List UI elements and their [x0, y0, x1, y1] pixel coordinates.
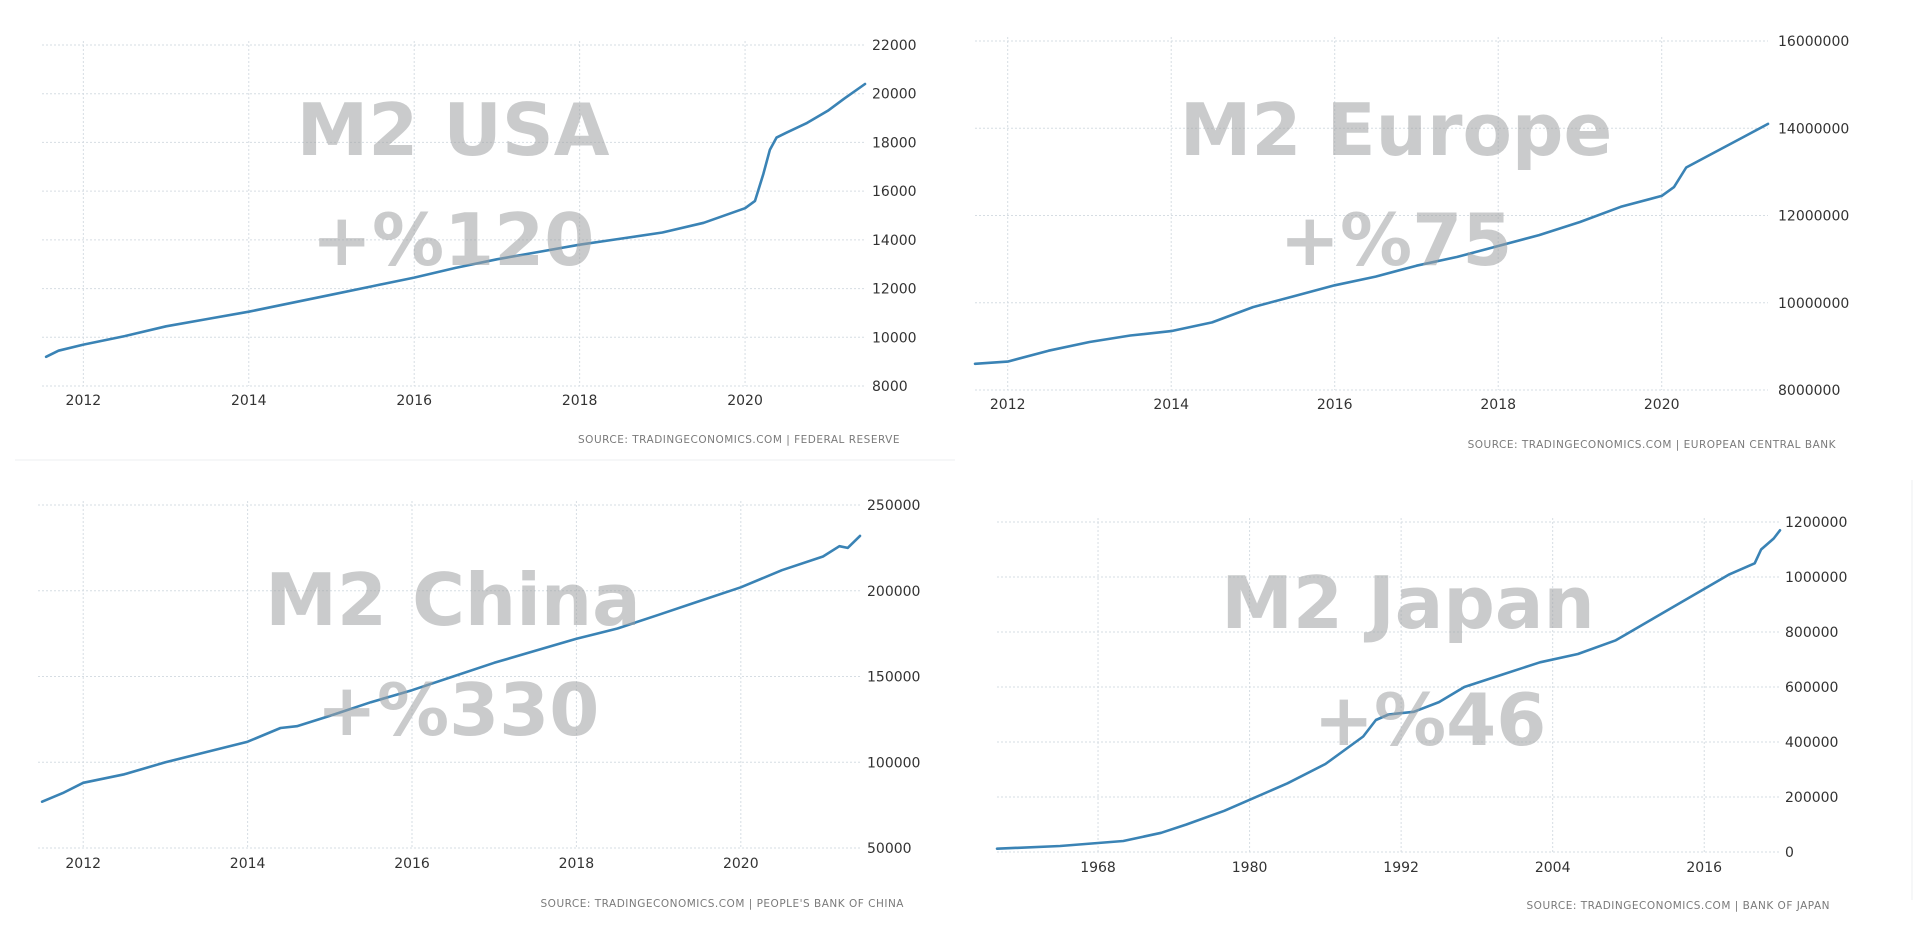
source-attribution: SOURCE: TRADINGECONOMICS.COM | BANK OF J…	[1527, 900, 1830, 912]
y-tick-label: 0	[1785, 845, 1794, 861]
chart-title-watermark: M2 China	[265, 558, 640, 642]
chart-title-watermark: M2 USA	[297, 88, 610, 172]
chart-title-watermark: M2 Europe	[1180, 88, 1613, 172]
x-tick-label: 2016	[394, 856, 430, 872]
x-tick-label: 1980	[1232, 860, 1268, 876]
source-attribution: SOURCE: TRADINGECONOMICS.COM | PEOPLE'S …	[541, 898, 905, 910]
chart-m2-usa: 8000 10000 12000 14000 16000 18000 20000 22000 2…	[42, 38, 917, 446]
y-tick-label: 16000	[872, 184, 917, 200]
series-line-m2-europe	[973, 122, 1770, 366]
series-line-m2-usa	[44, 82, 867, 359]
x-tick-label: 2012	[66, 393, 102, 409]
y-tick-label: 200000	[867, 584, 920, 600]
y-tick-label: 200000	[1785, 790, 1838, 806]
y-tick-label: 14000000	[1778, 121, 1849, 137]
x-tick-label: 2020	[727, 393, 763, 409]
x-tick-label: 2018	[562, 393, 598, 409]
series-line-m2-china	[40, 534, 862, 803]
x-tick-label: 2018	[1480, 397, 1516, 413]
x-tick-label: 2018	[559, 856, 595, 872]
x-tick-label: 2014	[231, 393, 267, 409]
source-attribution: SOURCE: TRADINGECONOMICS.COM | FEDERAL R…	[578, 434, 900, 446]
y-tick-label: 8000	[872, 379, 908, 395]
series-line-m2-japan	[995, 529, 1782, 850]
y-tick-label: 16000000	[1778, 34, 1849, 50]
growth-percentage-watermark: +%75	[1280, 198, 1513, 282]
chart-m2-china: 50000 100000 150000 200000 250000 2012 2014 201…	[38, 498, 920, 910]
source-attribution: SOURCE: TRADINGECONOMICS.COM | EUROPEAN …	[1468, 439, 1837, 451]
y-tick-label: 18000	[872, 135, 917, 151]
y-tick-label: 8000000	[1778, 383, 1840, 399]
x-tick-label: 1992	[1383, 860, 1419, 876]
x-tick-label: 2014	[230, 856, 266, 872]
growth-percentage-watermark: +%46	[1314, 678, 1547, 762]
y-tick-label: 12000000	[1778, 209, 1849, 225]
x-tick-label: 2016	[1317, 397, 1353, 413]
y-tick-label: 10000000	[1778, 296, 1849, 312]
y-tick-label: 100000	[867, 755, 920, 771]
growth-percentage-watermark: +%330	[317, 668, 600, 752]
y-tick-label: 22000	[872, 38, 917, 54]
y-tick-label: 250000	[867, 498, 920, 514]
x-tick-label: 2020	[1644, 397, 1680, 413]
x-tick-label: 2020	[723, 856, 759, 872]
y-tick-label: 400000	[1785, 735, 1838, 751]
y-tick-label: 14000	[872, 233, 917, 249]
y-tick-label: 10000	[872, 330, 917, 346]
x-tick-label: 2014	[1153, 397, 1189, 413]
y-tick-label: 150000	[867, 670, 920, 686]
y-tick-label: 12000	[872, 282, 917, 298]
x-tick-label: 2012	[990, 397, 1026, 413]
x-tick-label: 1968	[1080, 860, 1116, 876]
x-tick-label: 2016	[396, 393, 432, 409]
growth-percentage-watermark: +%120	[312, 198, 595, 282]
x-tick-label: 2016	[1686, 860, 1722, 876]
y-tick-label: 50000	[867, 841, 912, 857]
y-tick-label: 600000	[1785, 680, 1838, 696]
chart-m2-europe: 8000000 10000000 12000000 14000000 16000000 2…	[973, 34, 1849, 451]
y-tick-label: 800000	[1785, 625, 1838, 641]
y-tick-label: 1200000	[1785, 515, 1847, 531]
chart-title-watermark: M2 Japan	[1221, 561, 1595, 645]
y-tick-label: 20000	[872, 87, 917, 103]
chart-m2-japan: 0 200000 400000 600000 800000 1000000 1200000 1…	[995, 515, 1847, 912]
x-tick-label: 2004	[1535, 860, 1571, 876]
y-tick-label: 1000000	[1785, 570, 1847, 586]
x-tick-label: 2012	[65, 856, 101, 872]
